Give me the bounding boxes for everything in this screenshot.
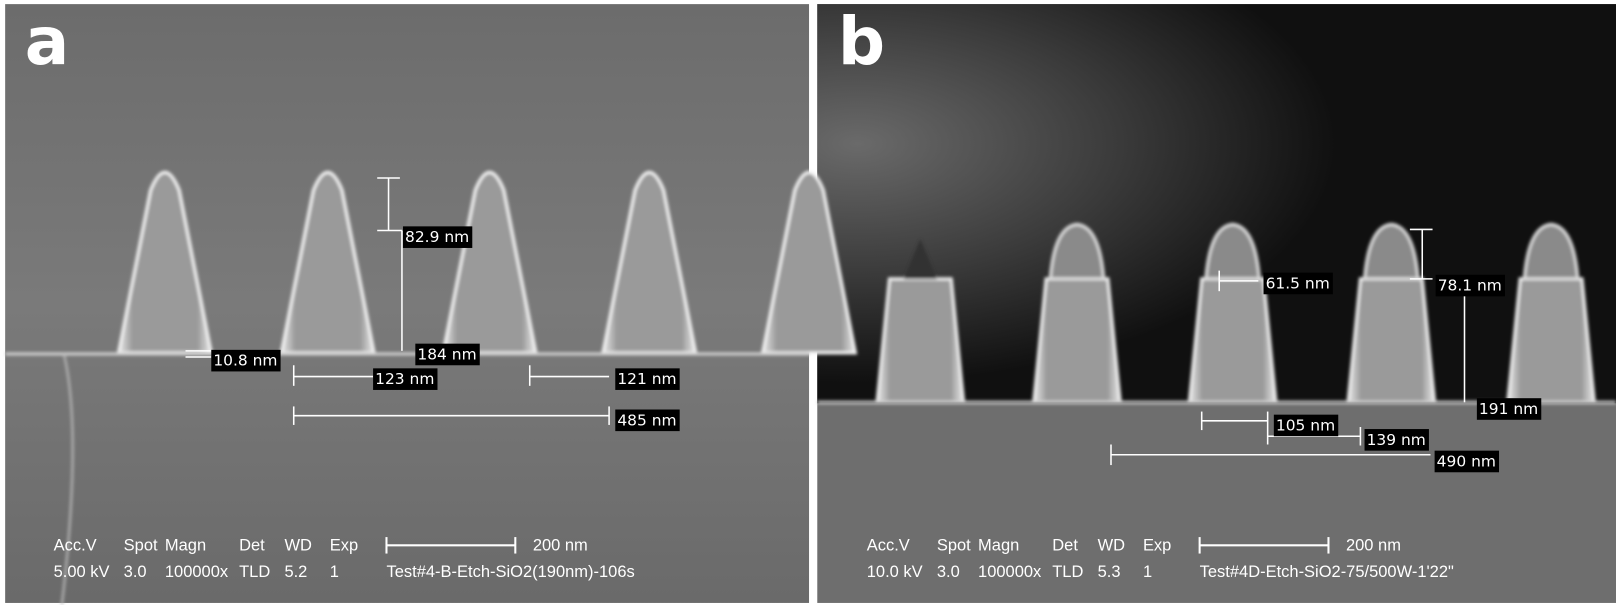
panel-label: a [25,3,70,80]
info-header: Det [1052,536,1078,554]
scale-label: 200 nm [1346,536,1401,554]
measure-label: 139 nm [1367,431,1426,449]
info-header: Magn [165,536,206,554]
sample-name: Test#4D-Etch-SiO2-75/500W-1'22" [1200,563,1454,581]
info-value: 5.3 [1098,563,1121,581]
info-header: Exp [1143,536,1171,554]
info-header: Spot [937,536,971,554]
measure-label-bg [615,409,680,432]
ridge [441,170,538,355]
ridge-cap [903,238,937,279]
ridge [116,170,214,355]
measure-label: 10.8 nm [213,352,277,370]
ridge-cap [1522,222,1580,281]
info-header: Spot [124,536,158,554]
measure-label: 78.1 nm [1438,277,1502,295]
measure-label-bg [415,343,480,366]
info-value: 1 [330,563,339,581]
measure-label-bg [402,226,473,248]
measure-label: 61.5 nm [1266,274,1330,292]
measure-label: 82.9 nm [405,228,469,246]
info-header: Magn [978,536,1019,554]
info-header: WD [284,536,312,554]
info-value: 100000x [978,563,1042,581]
info-header: Acc.V [54,536,97,554]
measure-label: 184 nm [417,345,476,363]
ridge [760,170,858,355]
measure-label-bg [1364,429,1429,451]
ridge-body [1031,277,1122,404]
info-value: TLD [1052,563,1083,581]
measure-label: 485 nm [617,411,676,429]
measure-label-bg [1273,414,1339,437]
scale-label: 200 nm [533,536,588,554]
ridge-body [1187,277,1278,404]
crack [60,353,74,605]
info-value: 3.0 [124,563,147,581]
measure-label-bg [1434,450,1500,473]
info-header: Acc.V [867,536,910,554]
measure-label-bg [1435,274,1505,297]
annotations: a 82.9 nm 10.8 nm 184 nm 123 nm 121 nm 485 nm A… [25,3,1542,581]
ridge-cap [1048,222,1106,281]
ridge [601,170,698,355]
measure-label: 121 nm [617,370,676,388]
measure-label-bg [615,368,680,390]
info-header: WD [1098,536,1126,554]
sample-name: Test#4-B-Etch-SiO2(190nm)-106s [386,563,634,581]
measure-label: 105 nm [1276,416,1335,434]
measure-label-bg [1476,398,1542,420]
measure-label: 123 nm [375,370,434,388]
info-header: Det [239,536,265,554]
ridge-body [1346,277,1437,404]
measure-label-bg [1263,272,1333,295]
ridges [5,170,1616,605]
info-value: 3.0 [937,563,960,581]
ridge-cap [1204,222,1262,281]
ridge-body [875,277,966,404]
info-value: 5.00 kV [54,563,110,581]
ridge-cap [1362,222,1420,281]
info-value: TLD [239,563,270,581]
panel-label: b [838,3,885,80]
info-header: Exp [330,536,358,554]
panel-a-image [5,4,810,603]
info-value: 5.2 [284,563,307,581]
measure-label-bg [373,368,438,390]
info-value: 1 [1143,563,1152,581]
info-value: 100000x [165,563,229,581]
measure-label-bg [211,349,281,372]
measure-label: 191 nm [1479,400,1538,418]
info-value: 10.0 kV [867,563,923,581]
measure-label: 490 nm [1437,452,1496,470]
ridge-body [1506,277,1597,404]
ridge [279,170,376,355]
